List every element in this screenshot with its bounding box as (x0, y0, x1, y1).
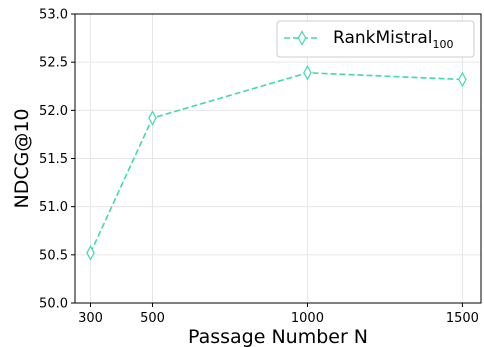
data-point-marker (148, 110, 157, 126)
y-tick-label: 52.5 (39, 56, 68, 71)
series-line-0 (89, 71, 463, 254)
x-tick-label: 1000 (291, 311, 324, 326)
y-axis-title: NDCG@10 (11, 108, 33, 208)
y-tick-label: 51.0 (39, 200, 68, 215)
legend-series-subscript: 100 (433, 38, 454, 51)
y-tick-label: 51.5 (39, 152, 68, 167)
legend-marker-diamond-icon (297, 30, 307, 46)
data-point-marker (86, 245, 95, 261)
y-tick-label: 50.5 (39, 248, 68, 263)
y-tick-label: 50.0 (39, 297, 68, 312)
legend-series-name: RankMistral (333, 28, 433, 48)
x-tick-label: 300 (78, 311, 103, 326)
series-layer (86, 65, 467, 261)
x-tick-label: 500 (140, 311, 165, 326)
x-tick-label: 1500 (446, 311, 479, 326)
legend: RankMistral100 (276, 20, 475, 58)
legend-label: RankMistral100 (333, 28, 454, 51)
data-point-marker (303, 65, 312, 81)
y-tick-label: 52.0 (39, 104, 68, 119)
data-point-marker (458, 71, 467, 88)
legend-box (276, 20, 475, 58)
y-axis-ticks: 50.0 50.5 51.0 51.5 52.0 52.5 53.0 (39, 8, 75, 312)
x-axis-ticks: 300 500 1000 1500 (78, 303, 479, 326)
x-axis-title: Passage Number N (188, 326, 368, 347)
y-tick-label: 53.0 (39, 8, 68, 23)
